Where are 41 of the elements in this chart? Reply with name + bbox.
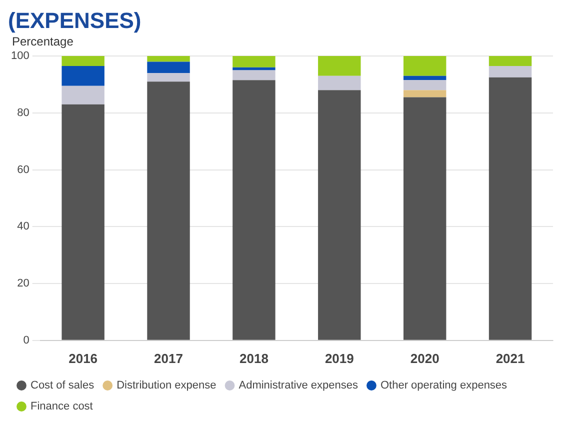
bar: [318, 56, 361, 76]
bar: [62, 104, 104, 340]
bar: [403, 90, 446, 98]
bar: [403, 80, 446, 90]
y-tick-label: 0: [23, 334, 30, 346]
x-tick-label: 2018: [239, 350, 268, 366]
bar: [488, 56, 532, 66]
bar: [232, 70, 276, 80]
bar: [62, 66, 104, 86]
chart-title: (EXPENSES): [8, 8, 142, 34]
bar: [147, 73, 190, 82]
bar: [403, 76, 446, 80]
x-tick-label: 2019: [324, 350, 354, 366]
bar: [232, 80, 276, 340]
bar: [403, 56, 446, 76]
bar: [488, 66, 532, 78]
bar: [488, 77, 532, 340]
bar: [62, 86, 104, 104]
y-tick-label: 60: [17, 164, 30, 176]
legend-label: Other operating expenses: [380, 380, 508, 392]
y-tick-label: 40: [17, 220, 30, 233]
bar: [318, 90, 361, 340]
legend-label: Cost of sales: [30, 380, 95, 392]
y-tick-label: 20: [17, 278, 30, 290]
bar: [232, 56, 276, 68]
x-tick-label: 2020: [410, 350, 440, 366]
x-tick-label: 2016: [68, 350, 98, 366]
bar: [147, 82, 190, 340]
x-tick-label: 2017: [154, 350, 183, 366]
bar: [318, 76, 361, 90]
legend-label: Finance cost: [30, 400, 93, 413]
legend-label: Distribution expense: [116, 380, 216, 392]
bar: [147, 56, 190, 62]
y-axis-title: Percentage: [12, 34, 74, 48]
y-tick-label: 80: [17, 106, 30, 119]
x-tick-label: 2021: [496, 350, 525, 366]
bar: [147, 62, 190, 74]
bar: [403, 97, 446, 340]
legend-label: Administrative expenses: [238, 380, 358, 392]
y-tick-label: 100: [10, 50, 30, 62]
bar: [62, 56, 104, 66]
